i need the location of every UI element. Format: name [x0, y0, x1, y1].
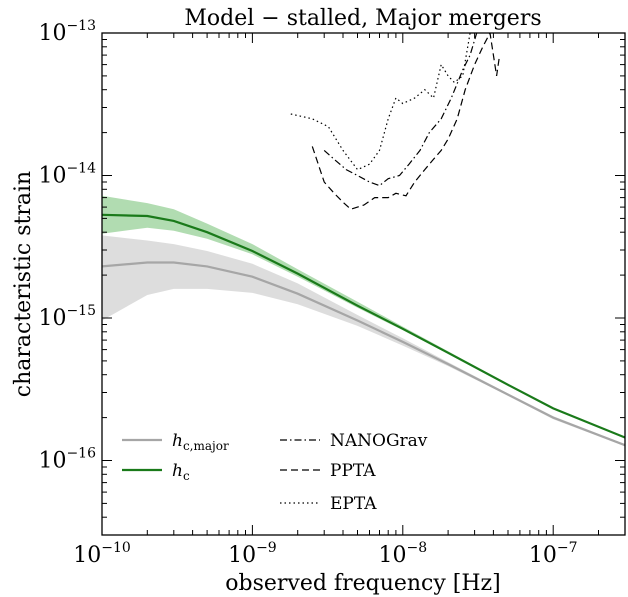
y-tick-label: 10−13	[38, 18, 96, 46]
y-tick-label: 10−14	[38, 160, 96, 188]
series-line-4	[290, 33, 488, 171]
x-tick-label: 10−9	[228, 540, 277, 568]
tick-labels-layer: 10−10 10−9 10−8 10−7 10−16 10−15 10−14 10−13	[38, 18, 577, 568]
series-band-0	[102, 235, 625, 447]
lines-layer	[102, 33, 625, 447]
legend-label-0: hc,major	[172, 431, 229, 453]
y-axis-label: characteristic strain	[11, 171, 36, 397]
legend: hc,major hc NANOGrav PPTA EPTA	[122, 431, 428, 514]
ticks-layer	[101, 32, 626, 536]
x-tick-label: 10−10	[73, 540, 131, 568]
y-tick-label: 10−15	[38, 303, 96, 331]
legend-label-2: NANOGrav	[330, 431, 428, 451]
legend-label-1: hc	[172, 461, 190, 483]
legend-label-3: PPTA	[330, 461, 376, 481]
plot-frame	[101, 32, 626, 536]
bands-layer	[102, 195, 625, 447]
series-band-1	[102, 195, 625, 438]
series-line-1	[102, 213, 625, 439]
series-line-3	[311, 33, 501, 210]
x-axis-label: observed frequency [Hz]	[225, 571, 500, 596]
series-line-0	[102, 261, 625, 447]
chart-title: Model − stalled, Major mergers	[184, 6, 541, 31]
x-tick-label: 10−8	[379, 540, 428, 568]
y-tick-label: 10−16	[38, 445, 96, 473]
x-tick-label: 10−7	[529, 540, 578, 568]
legend-label-4: EPTA	[330, 494, 377, 514]
series-line-2	[323, 33, 478, 187]
